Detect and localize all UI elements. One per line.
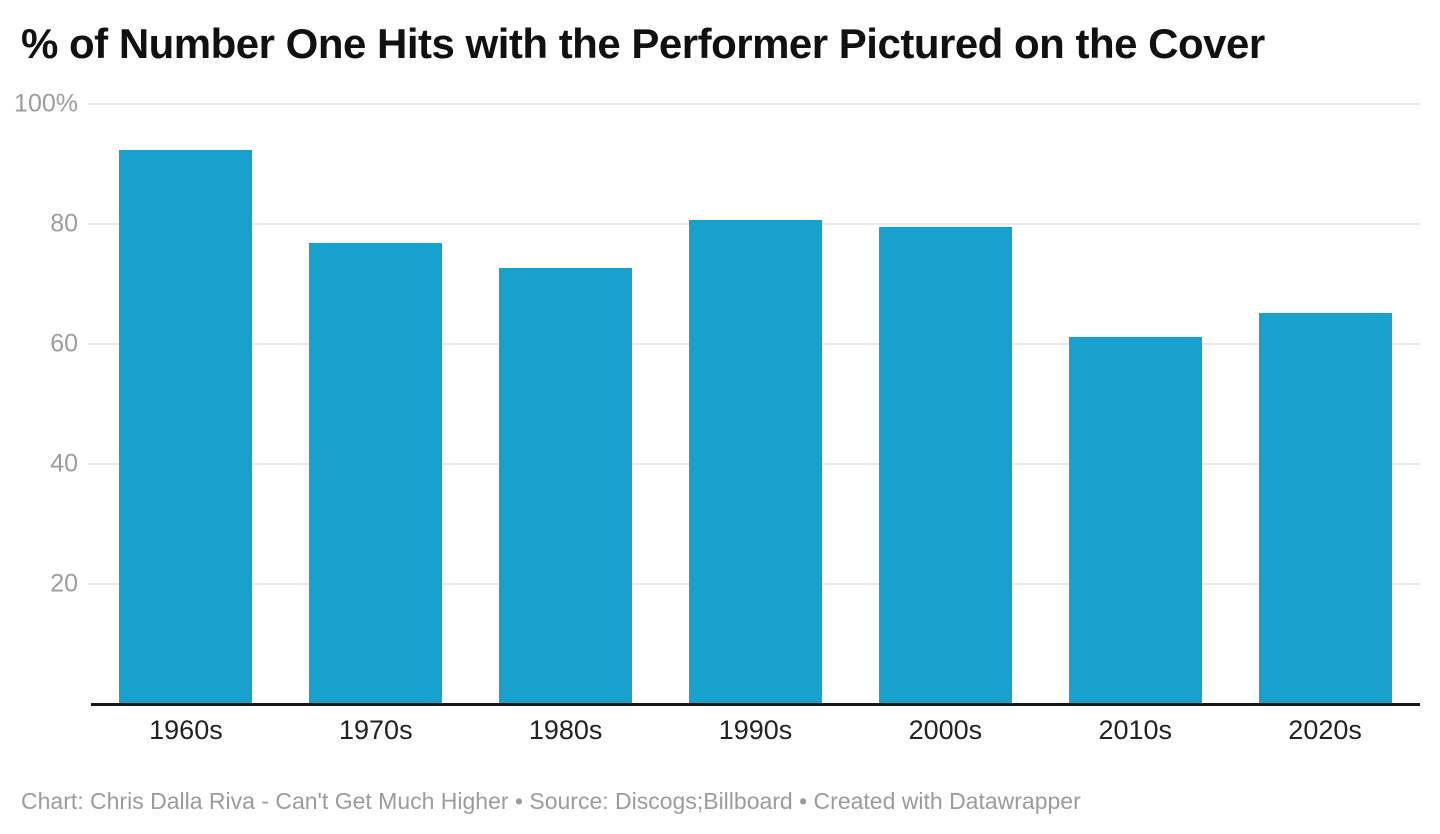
- y-tick-label-60: 60: [50, 329, 78, 358]
- bar-2010s: [1068, 336, 1202, 704]
- x-axis-label-2000s: 2000s: [908, 715, 983, 745]
- x-axis-label-1990s: 1990s: [718, 715, 793, 745]
- x-axis-labels: 1960s 1970s 1980s 1990s 2000s 2010s 2020s: [91, 714, 1420, 746]
- gridline-100: [88, 103, 1420, 105]
- y-tick-label-40: 40: [50, 449, 78, 478]
- y-tick-label-80: 80: [50, 209, 78, 238]
- y-tick-label-100: 100%: [14, 89, 78, 118]
- x-axis-label-2020s: 2020s: [1288, 715, 1362, 745]
- bar-1980s: [499, 268, 633, 704]
- bar-slot-2010s: [1040, 104, 1230, 704]
- attribution-text: Chart: Chris Dalla Riva - Can't Get Much…: [21, 788, 1081, 814]
- y-tick-label-20: 20: [50, 569, 78, 598]
- x-axis-label-1960s: 1960s: [149, 715, 223, 745]
- bar-1990s: [689, 219, 822, 704]
- bar-slot-1970s: [281, 104, 471, 704]
- bar-1960s: [119, 150, 253, 704]
- bar-slot-1960s: [91, 104, 281, 704]
- x-axis-label-2010s: 2010s: [1098, 715, 1173, 745]
- bar-slot-1990s: [661, 104, 851, 704]
- bar-slot-2020s: [1230, 104, 1420, 704]
- bar-slot-2000s: [850, 104, 1040, 704]
- plot-area: 100% 80 60 40 20 1960s 1970s 1980s 1990s 2000s 20…: [0, 91, 1440, 745]
- x-axis-label-1980s: 1980s: [528, 715, 603, 745]
- bar-1970s: [309, 243, 443, 704]
- x-axis-line: [91, 703, 1420, 706]
- bar-slot-1980s: [471, 104, 661, 704]
- bar-2000s: [878, 227, 1012, 704]
- bars-layer: [91, 104, 1420, 704]
- chart-title: % of Number One Hits with the Performer …: [21, 20, 1265, 67]
- x-axis-label-1970s: 1970s: [339, 715, 413, 745]
- bar-2020s: [1258, 313, 1392, 704]
